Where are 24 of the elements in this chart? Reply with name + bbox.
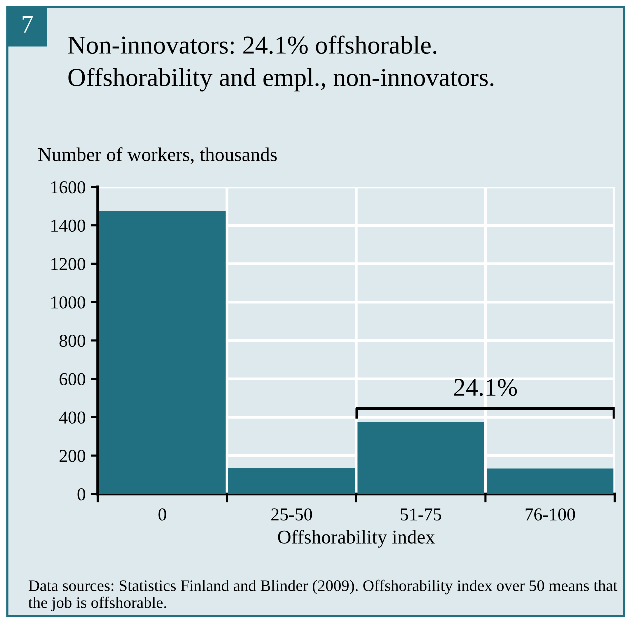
annotation: 24.1% [454,379,518,396]
y-tick-label: 800 [60,334,86,348]
bar [358,422,484,494]
y-tick-label: 400 [59,412,86,424]
y-tick-label: 1400 [52,220,86,232]
bar [99,211,226,494]
y-tick-label: 200 [60,450,86,462]
x-tick-label: 0 [158,508,166,521]
y-tick-label: 1200 [52,258,86,270]
chart-subtitle: Offshorability and empl., non-innovators. [68,68,494,92]
y-tick-label: 600 [60,373,86,386]
y-axis-title: Number of workers, thousands [38,148,277,164]
text: 7 [22,16,34,33]
chart-title: Non-innovators: 24.1% offshorable. [68,36,437,54]
y-tick-label: 0 [78,488,86,501]
x-tick-label: 51-75 [401,508,442,521]
bar [228,468,356,494]
text: Data sources: Statistics Finland and Blinder (2009). Offshorability index over 50 means that the job is offshorable. [28,580,618,612]
y-tick-label: 1600 [52,181,86,194]
bar [486,468,614,494]
y-tick-label: 1000 [52,296,86,309]
x-axis-title: Offshorability index [278,530,436,548]
x-tick-label: 25-50 [272,508,312,521]
x-tick-label: 76-100 [526,508,576,521]
